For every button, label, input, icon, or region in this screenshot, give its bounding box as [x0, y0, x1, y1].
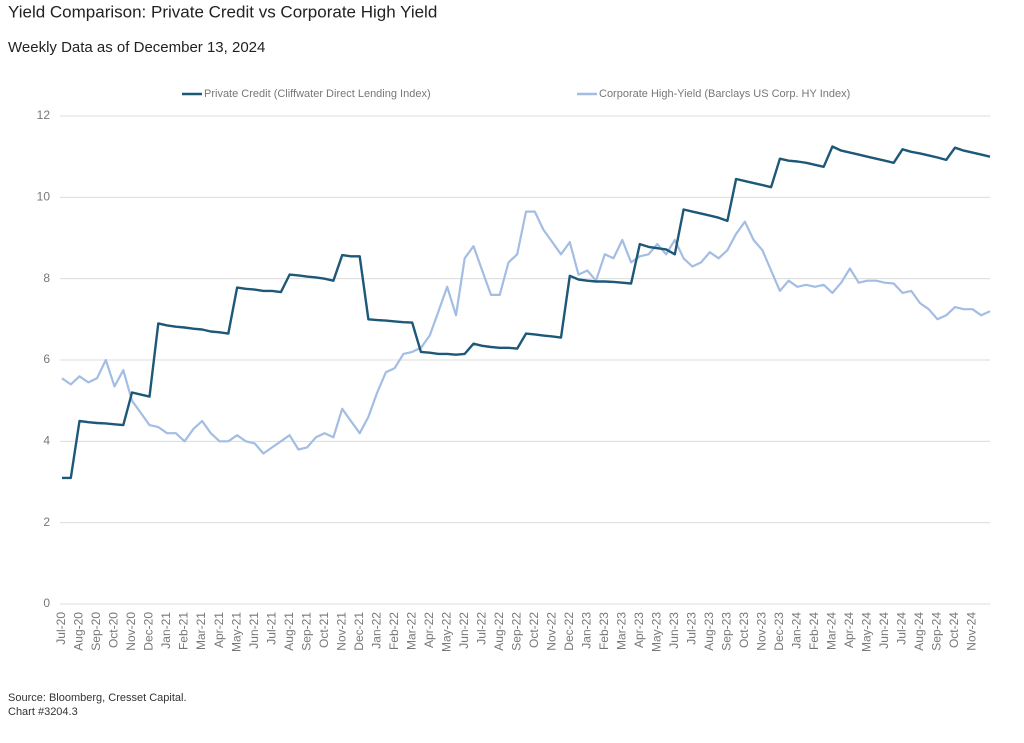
x-tick-label: Apr-24 — [842, 612, 856, 648]
x-tick-label: Jan-22 — [369, 612, 383, 649]
x-tick-label: Jun-24 — [877, 612, 891, 649]
x-tick-label: Aug-23 — [702, 612, 716, 651]
legend-label: Private Credit (Cliffwater Direct Lendin… — [204, 88, 431, 100]
y-tick-label: 2 — [43, 515, 50, 529]
chart-title: Yield Comparison: Private Credit vs Corp… — [8, 2, 437, 21]
x-tick-label: Mar-22 — [404, 612, 418, 650]
chart-id-note: Chart #3204.3 — [8, 706, 78, 718]
x-tick-label: Sep-24 — [930, 612, 944, 651]
x-tick-label: Jul-24 — [895, 612, 909, 645]
x-tick-label: May-23 — [649, 612, 663, 652]
x-tick-label: May-22 — [439, 612, 453, 652]
x-tick-label: Feb-22 — [387, 612, 401, 650]
x-tick-label: Jul-20 — [54, 612, 68, 645]
x-tick-label: Jun-21 — [247, 612, 261, 649]
x-tick-label: Apr-22 — [422, 612, 436, 648]
x-tick-label: Jan-24 — [790, 612, 804, 649]
x-tick-label: Nov-20 — [124, 612, 138, 651]
x-tick-label: Mar-24 — [825, 612, 839, 650]
chart-subtitle: Weekly Data as of December 13, 2024 — [8, 39, 265, 56]
x-tick-label: Oct-23 — [737, 612, 751, 648]
x-tick-label: Jul-23 — [685, 612, 699, 645]
x-tick-label: Apr-23 — [632, 612, 646, 648]
x-tick-label: Oct-22 — [527, 612, 541, 648]
x-tick-label: Sep-21 — [299, 612, 313, 651]
x-tick-label: Jan-21 — [159, 612, 173, 649]
series-line — [62, 145, 991, 480]
x-tick-label: Aug-20 — [72, 612, 86, 651]
x-tick-label: Nov-23 — [755, 612, 769, 651]
x-tick-label: Sep-20 — [89, 612, 103, 651]
y-tick-label: 8 — [43, 271, 50, 285]
x-tick-label: Oct-20 — [107, 612, 121, 648]
x-tick-label: Sep-23 — [720, 612, 734, 651]
x-tick-label: Jul-21 — [264, 612, 278, 645]
x-tick-label: Jun-23 — [667, 612, 681, 649]
x-tick-label: Feb-24 — [807, 612, 821, 650]
x-tick-label: Jun-22 — [457, 612, 471, 649]
x-tick-label: Mar-21 — [194, 612, 208, 650]
x-tick-label: Aug-21 — [282, 612, 296, 651]
y-tick-label: 10 — [37, 190, 51, 204]
x-tick-label: Oct-24 — [947, 612, 961, 648]
x-tick-label: Apr-21 — [212, 612, 226, 648]
x-tick-label: Jan-23 — [579, 612, 593, 649]
y-tick-label: 12 — [37, 108, 51, 122]
x-tick-label: May-24 — [860, 612, 874, 652]
x-tick-label: Dec-22 — [562, 612, 576, 651]
x-tick-label: Dec-21 — [352, 612, 366, 651]
x-tick-label: Sep-22 — [509, 612, 523, 651]
x-tick-label: Oct-21 — [317, 612, 331, 648]
legend-label: Corporate High-Yield (Barclays US Corp. … — [599, 88, 850, 100]
x-tick-label: Dec-20 — [142, 612, 156, 651]
source-note: Source: Bloomberg, Cresset Capital. — [8, 692, 187, 704]
x-tick-label: Aug-22 — [492, 612, 506, 651]
x-tick-label: Feb-23 — [597, 612, 611, 650]
x-tick-label: Nov-24 — [965, 612, 979, 651]
y-tick-label: 4 — [43, 434, 50, 448]
y-tick-label: 6 — [43, 352, 50, 366]
x-tick-label: Dec-23 — [772, 612, 786, 651]
series-line — [61, 210, 991, 455]
x-tick-label: Nov-22 — [544, 612, 558, 651]
x-tick-label: Jul-22 — [474, 612, 488, 645]
x-tick-label: Aug-24 — [912, 612, 926, 651]
x-tick-label: May-21 — [229, 612, 243, 652]
x-tick-label: Nov-21 — [334, 612, 348, 651]
x-tick-label: Feb-21 — [177, 612, 191, 650]
x-tick-label: Mar-23 — [614, 612, 628, 650]
y-tick-label: 0 — [43, 596, 50, 610]
